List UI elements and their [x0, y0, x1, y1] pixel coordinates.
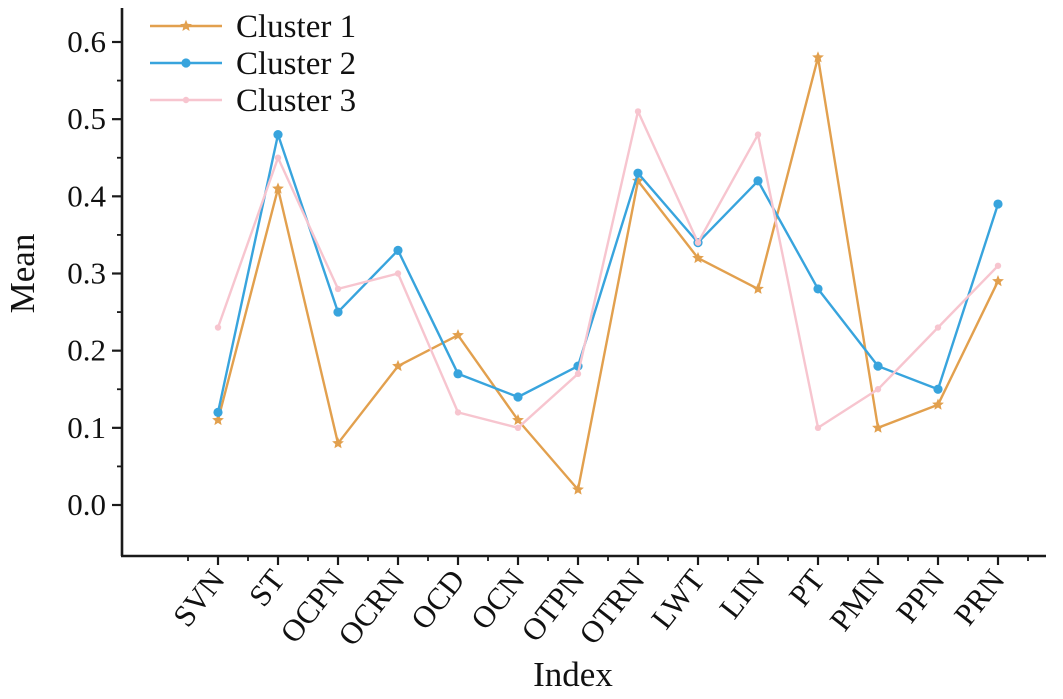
series-line-3	[216, 110, 1000, 429]
data-point-marker-series-1	[392, 359, 404, 372]
data-point-marker-series-1	[452, 329, 464, 341]
data-point-marker-series-2	[633, 168, 643, 178]
y-tick-label: 0.4	[67, 178, 106, 213]
y-tick-label: 0.5	[67, 101, 106, 136]
data-point-marker-series-2	[333, 307, 343, 317]
data-point-marker-series-1	[692, 251, 704, 264]
data-point-marker-series-3	[334, 285, 342, 293]
data-point-marker-series-2	[753, 176, 763, 186]
data-point-marker-series-2	[393, 245, 403, 255]
data-point-marker-series-3	[574, 370, 582, 378]
data-point-marker-series-1	[992, 275, 1004, 287]
legend-marker-circle-icon	[181, 58, 191, 68]
y-tick-label: 0.6	[67, 24, 106, 59]
data-point-marker-series-3	[934, 324, 942, 331]
data-point-marker-series-2	[213, 407, 223, 417]
data-point-marker-series-3	[994, 262, 1002, 269]
data-point-marker-series-1	[752, 282, 764, 294]
data-point-marker-series-1	[212, 413, 224, 426]
x-tick-label: LWT	[644, 563, 712, 636]
legend-marker-star-icon	[180, 19, 192, 31]
data-point-marker-series-2	[933, 384, 943, 394]
x-tick-label: SVN	[166, 563, 232, 633]
data-point-marker-series-3	[274, 154, 282, 161]
data-point-marker-series-3	[214, 324, 222, 331]
y-tick-label: 0.2	[67, 333, 106, 368]
x-tick-label: ST	[242, 563, 292, 613]
data-point-marker-series-2	[453, 369, 463, 379]
series-line-2	[216, 133, 1000, 414]
x-tick-label: PRN	[947, 563, 1012, 632]
x-tick-label: OCRN	[331, 563, 412, 652]
legend-label: Cluster 3	[236, 83, 356, 119]
legend-label: Cluster 1	[236, 9, 356, 45]
series-line-1	[216, 56, 1000, 491]
x-tick-label: OCD	[404, 563, 472, 636]
data-point-marker-series-3	[454, 409, 462, 416]
data-point-marker-series-3	[394, 270, 402, 277]
y-tick-label: 0.0	[67, 487, 106, 522]
y-tick-label: 0.1	[67, 410, 106, 445]
data-point-marker-series-1	[272, 182, 284, 194]
data-point-marker-series-3	[754, 131, 762, 138]
x-tick-label: OTRN	[572, 563, 652, 651]
data-point-marker-series-3	[634, 108, 642, 115]
data-point-marker-series-3	[874, 386, 882, 393]
data-point-marker-series-1	[572, 483, 584, 495]
x-axis-title: Index	[533, 655, 613, 694]
data-point-marker-series-3	[694, 239, 702, 246]
x-tick-label: PT	[782, 563, 832, 613]
legend-label: Cluster 2	[236, 46, 356, 82]
data-point-marker-series-2	[273, 130, 283, 140]
data-point-marker-series-3	[814, 424, 822, 432]
data-point-marker-series-1	[932, 398, 944, 410]
x-tick-label: LIN	[712, 563, 771, 625]
data-point-marker-series-2	[993, 199, 1003, 209]
data-point-marker-series-1	[812, 51, 824, 63]
x-tick-label: PPN	[889, 563, 952, 629]
data-point-marker-series-1	[872, 421, 884, 433]
data-point-marker-series-1	[512, 413, 524, 426]
legend-marker-dot-icon	[182, 96, 190, 104]
data-point-marker-series-3	[514, 424, 522, 432]
data-point-marker-series-2	[513, 392, 523, 402]
data-point-marker-series-2	[873, 361, 883, 371]
data-point-marker-series-1	[332, 437, 344, 449]
x-tick-label: PMN	[823, 563, 892, 638]
y-axis-title: Mean	[3, 234, 42, 314]
data-point-marker-series-2	[813, 284, 823, 294]
y-tick-label: 0.3	[67, 256, 106, 291]
